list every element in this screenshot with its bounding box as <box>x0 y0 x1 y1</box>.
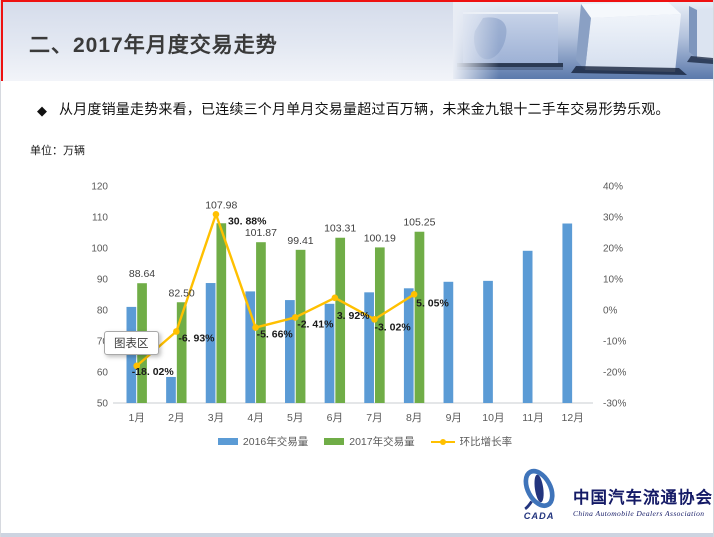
slide-header: 二、2017年月度交易走势 <box>1 0 713 81</box>
growth-label: 3. 92% <box>337 310 370 322</box>
bar-2017[interactable] <box>374 247 385 403</box>
growth-line-marker <box>133 362 140 370</box>
left-axis-tick: 60 <box>97 368 109 379</box>
legend-label: 环比增长率 <box>459 436 513 448</box>
x-axis-label: 5月 <box>287 412 303 424</box>
legend-item: 2016年交易量 <box>217 434 309 449</box>
legend-label: 2017年交易量 <box>349 436 415 448</box>
left-axis-tick: 50 <box>97 399 109 410</box>
bar-value-label: 100.19 <box>364 232 396 244</box>
left-axis-tick: 70 <box>97 337 109 348</box>
right-axis-tick: 20% <box>603 244 623 255</box>
bar-2016[interactable] <box>245 291 256 403</box>
bar-value-label: 88.64 <box>129 268 155 280</box>
bar-2016[interactable] <box>285 300 295 403</box>
right-axis-tick: 40% <box>603 182 623 193</box>
bar-2016[interactable] <box>562 223 573 403</box>
bar-2017[interactable] <box>295 249 306 403</box>
legend-bar-swatch <box>217 438 238 445</box>
bar-value-label: 103.31 <box>324 223 356 235</box>
x-axis-label: 3月 <box>208 412 224 424</box>
growth-line-marker <box>410 291 418 298</box>
legend-line-marker <box>439 438 446 445</box>
right-axis-tick: 0% <box>603 306 618 317</box>
page-title: 二、2017年月度交易走势 <box>29 34 278 57</box>
bullet-paragraph: ◆ 从月度销量走势来看，已连续三个月单月交易量超过百万辆，未来金九银十二手车交易… <box>37 96 685 124</box>
legend-bar-swatch <box>324 438 345 445</box>
bar-2017[interactable] <box>216 223 227 403</box>
growth-line-marker <box>331 294 339 302</box>
growth-line-marker <box>173 328 180 335</box>
chart-legend: 2016年交易量 2017年交易量 环比增长率 <box>35 434 695 449</box>
growth-label: 5. 05% <box>416 297 449 309</box>
growth-line-marker <box>252 324 259 331</box>
chart-area-tooltip: 图表区 <box>104 331 159 355</box>
growth-label: -3. 02% <box>374 321 411 333</box>
bar-value-label: 107.98 <box>205 199 237 211</box>
bar-value-label: 105.25 <box>403 217 435 229</box>
left-axis-tick: 80 <box>97 306 109 317</box>
x-axis-label: 7月 <box>366 412 382 424</box>
bar-value-label: 101.87 <box>245 227 277 239</box>
left-axis-tick: 110 <box>92 213 108 224</box>
bar-value-label: 82.50 <box>168 287 194 299</box>
bar-2017[interactable] <box>256 242 266 403</box>
bar-2016[interactable] <box>483 280 493 403</box>
x-axis-label: 6月 <box>327 412 343 424</box>
bar-2017[interactable] <box>335 237 346 403</box>
cada-acronym: CADA <box>524 511 555 521</box>
legend-line-swatch <box>430 438 455 445</box>
bar-2016[interactable] <box>443 281 454 403</box>
growth-label: -18. 02% <box>132 366 175 378</box>
growth-label: -6. 93% <box>178 332 215 344</box>
growth-line-marker <box>212 210 220 218</box>
legend-item: 2017年交易量 <box>324 434 415 449</box>
growth-label: -2. 41% <box>297 318 334 330</box>
bar-2016[interactable] <box>205 283 216 403</box>
right-axis-tick: -30% <box>603 399 626 410</box>
bar-2016[interactable] <box>403 288 414 403</box>
x-axis-label: 12月 <box>562 412 584 424</box>
x-axis-label: 4月 <box>247 412 263 424</box>
legend-item: 环比增长率 <box>430 434 513 449</box>
bar-2016[interactable] <box>522 250 533 403</box>
x-axis-label: 9月 <box>446 412 462 424</box>
x-axis-label: 10月 <box>482 412 504 424</box>
x-axis-label: 8月 <box>406 412 422 424</box>
bar-2016[interactable] <box>324 303 335 403</box>
header-cubes-image <box>453 2 713 79</box>
left-axis-tick: 120 <box>91 182 108 193</box>
legend-label: 2016年交易量 <box>242 436 309 448</box>
x-axis-label: 11月 <box>522 412 543 424</box>
growth-line-marker <box>371 316 378 323</box>
cada-emblem-icon: CADA <box>523 468 555 521</box>
growth-label: -5. 66% <box>257 329 294 341</box>
bar-value-label: 99.41 <box>287 235 313 247</box>
trend-chart[interactable]: 120 110 100 90 80 70 60 50 40% 30% 20% 10% 0% -10% -20… <box>1 168 661 438</box>
x-axis-label: 2月 <box>168 412 184 424</box>
bullet-text: 从月度销量走势来看，已连续三个月单月交易量超过百万辆，未来金九银十二手车交易形势… <box>59 101 670 117</box>
right-axis-tick: 30% <box>603 213 623 224</box>
growth-line[interactable] <box>135 213 415 367</box>
growth-label: 30. 88% <box>228 215 267 227</box>
right-axis-tick: -20% <box>603 368 626 379</box>
bar-2016[interactable] <box>166 376 176 403</box>
logo-name-english: China Automobile Dealers Association <box>573 509 705 518</box>
growth-line-marker <box>291 314 299 321</box>
bar-2017[interactable] <box>414 231 425 403</box>
bar-2016[interactable] <box>364 292 374 403</box>
right-axis-tick: -10% <box>603 337 626 348</box>
logo-name-chinese: 中国汽车流通协会 <box>573 488 713 507</box>
left-axis-tick: 90 <box>97 275 109 286</box>
unit-label: 单位：万辆 <box>30 145 85 157</box>
left-axis-tick: 100 <box>91 244 108 255</box>
cada-logo: CADA 中国汽车流通协会 China Automobile Dealers A… <box>513 461 713 527</box>
bar-2017[interactable] <box>176 302 187 403</box>
right-axis-tick: 10% <box>603 275 623 286</box>
slide-bottom-strip <box>1 533 713 537</box>
bullet-diamond-icon: ◆ <box>37 103 47 118</box>
x-axis-label: 1月 <box>129 412 145 424</box>
